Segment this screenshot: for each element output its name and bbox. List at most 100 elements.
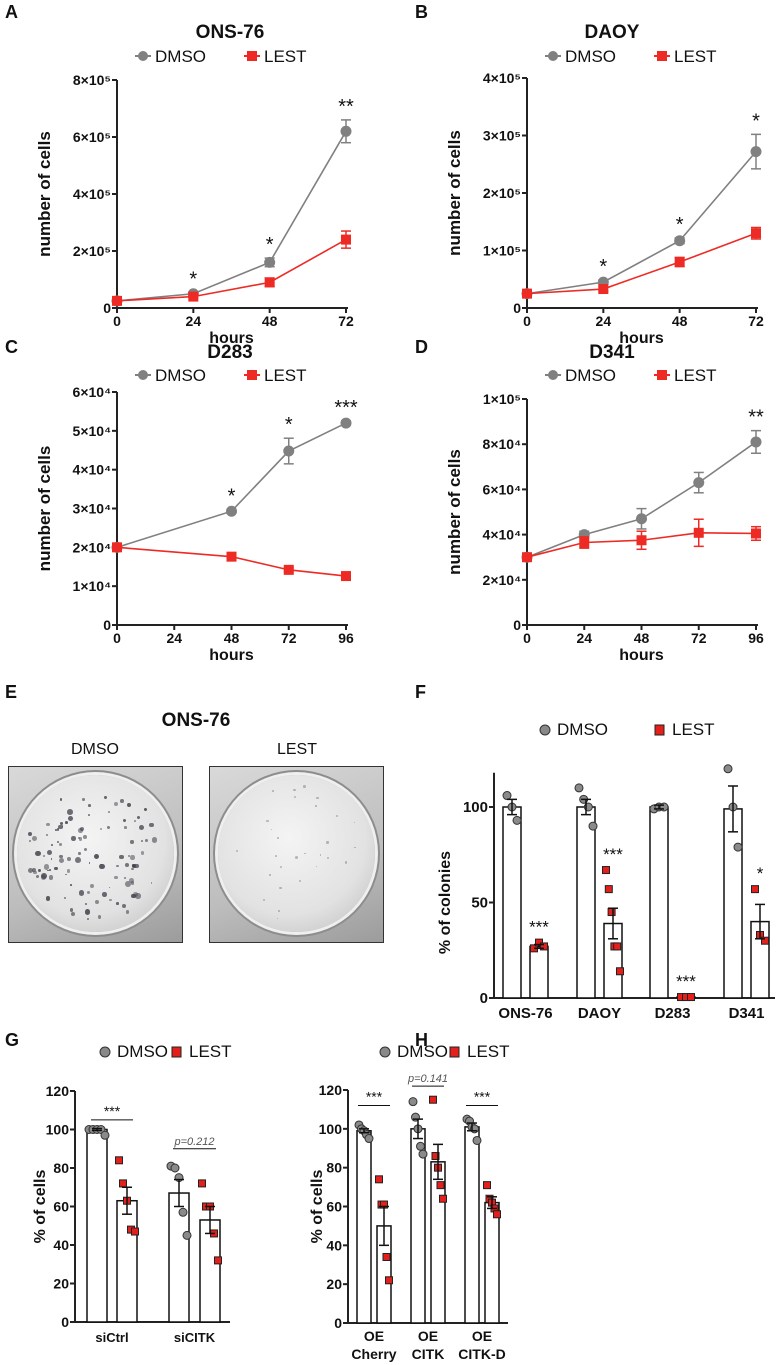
lest-series-line bbox=[116, 238, 347, 302]
lest-data-point bbox=[540, 942, 548, 951]
lest-data-point bbox=[115, 1156, 123, 1165]
panel-letter: B bbox=[415, 2, 428, 22]
colony-spot bbox=[43, 863, 50, 870]
x-category-label: OE bbox=[364, 1328, 384, 1344]
lest-series-line bbox=[526, 232, 757, 295]
y-tick-label: 4×10⁴ bbox=[483, 527, 522, 543]
dmso-data-point bbox=[364, 1134, 374, 1144]
y-tick-label: 0 bbox=[513, 617, 521, 633]
colony-spot bbox=[101, 892, 107, 897]
legend-lest-label: LEST bbox=[264, 366, 307, 385]
y-tick-label: 0 bbox=[334, 1315, 342, 1331]
dmso-data-point bbox=[472, 1135, 482, 1145]
colony-spot bbox=[66, 869, 71, 873]
lest-legend-marker bbox=[449, 1046, 460, 1058]
colony-spot bbox=[114, 875, 118, 880]
y-tick-label: 100 bbox=[463, 799, 488, 816]
y-tick-label: 40 bbox=[53, 1237, 69, 1253]
panel-letter: A bbox=[5, 2, 18, 22]
chart-title: D341 bbox=[589, 342, 635, 363]
lest-data-point bbox=[112, 542, 122, 553]
dmso-data-point bbox=[416, 1141, 425, 1151]
panel-letter: C bbox=[5, 337, 18, 357]
colony-spot bbox=[107, 826, 111, 830]
lest-legend-marker bbox=[247, 370, 257, 380]
colony-spot bbox=[48, 875, 54, 880]
colony-spot bbox=[345, 861, 348, 864]
lest-data-point bbox=[382, 1252, 391, 1261]
dmso-legend-marker bbox=[548, 51, 558, 61]
legend-lest-label: LEST bbox=[674, 366, 717, 385]
colony-spot bbox=[65, 821, 69, 825]
colony-spot bbox=[134, 863, 139, 869]
significance-stars: * bbox=[676, 214, 684, 236]
colony-spot bbox=[135, 893, 141, 899]
y-tick-label: 8×10⁵ bbox=[73, 72, 111, 88]
lest-data-point bbox=[613, 942, 622, 951]
legend-dmso-label: DMSO bbox=[565, 47, 616, 66]
colony-spot bbox=[70, 911, 75, 916]
lest-bar bbox=[116, 1199, 138, 1323]
colony-spot bbox=[235, 850, 238, 853]
y-tick-label: 1×10⁵ bbox=[483, 391, 521, 407]
lest-data-point bbox=[375, 1175, 383, 1184]
y-tick-label: 4×10⁵ bbox=[483, 70, 521, 86]
y-tick-label: 8×10⁴ bbox=[483, 436, 522, 452]
lest-data-point bbox=[751, 885, 759, 894]
lest-data-point bbox=[616, 967, 624, 976]
x-tick-label: 72 bbox=[281, 630, 297, 646]
legend-lest-label: LEST bbox=[674, 47, 717, 66]
significance-stars: *** bbox=[603, 845, 623, 864]
dmso-data-point bbox=[418, 1149, 428, 1159]
colony-spot bbox=[127, 802, 132, 807]
dmso-data-point bbox=[283, 445, 295, 457]
dmso-data-point bbox=[733, 842, 743, 852]
lest-legend-marker bbox=[247, 51, 257, 61]
dmso-series-line bbox=[526, 151, 757, 295]
lest-data-point bbox=[636, 535, 647, 546]
colony-spot bbox=[262, 899, 265, 902]
y-tick-label: 2×10⁴ bbox=[483, 572, 522, 588]
lest-data-point bbox=[436, 1181, 445, 1190]
colony-spot bbox=[108, 810, 111, 813]
lest-legend-marker bbox=[657, 370, 667, 380]
x-category-label: siCtrl bbox=[95, 1330, 128, 1345]
colony-spot bbox=[27, 867, 34, 873]
legend-dmso-label: DMSO bbox=[397, 1042, 448, 1061]
y-tick-label: 6×10⁴ bbox=[73, 384, 112, 400]
colony-spot bbox=[130, 881, 135, 885]
lest-data-point bbox=[198, 1179, 206, 1188]
lest-data-point bbox=[598, 284, 609, 295]
legend-dmso-label: DMSO bbox=[565, 366, 616, 385]
colony-spot bbox=[269, 874, 271, 876]
lest-data-point bbox=[429, 1095, 437, 1104]
x-tick-label: 24 bbox=[596, 313, 612, 329]
significance-stars: * bbox=[266, 234, 274, 256]
y-tick-label: 0 bbox=[103, 617, 111, 633]
colony-spot bbox=[41, 875, 47, 881]
colony-spot bbox=[354, 821, 356, 823]
dmso-bar bbox=[464, 1126, 480, 1324]
significance-stars: *** bbox=[676, 972, 696, 991]
colony-spot bbox=[136, 816, 140, 820]
y-tick-label: 6×10⁵ bbox=[73, 129, 111, 145]
x-category-label: ONS-76 bbox=[498, 1005, 552, 1022]
lest-data-point bbox=[522, 552, 532, 563]
chart-title: DAOY bbox=[585, 22, 640, 43]
y-tick-label: 0 bbox=[513, 300, 521, 316]
dmso-colony-photo bbox=[8, 766, 183, 943]
panel-letter: F bbox=[415, 682, 426, 702]
colony-spot bbox=[140, 851, 145, 855]
x-tick-label: 72 bbox=[748, 313, 764, 329]
dmso-bar bbox=[502, 806, 522, 999]
lest-colony-photo bbox=[209, 766, 384, 943]
dmso-data-point bbox=[170, 1163, 180, 1173]
colony-spot bbox=[69, 908, 74, 912]
lest-data-point bbox=[341, 234, 351, 245]
colony-spot bbox=[35, 874, 40, 879]
lest-data-point bbox=[674, 257, 685, 267]
photo-panel-title: ONS-76 bbox=[162, 710, 231, 731]
colony-spot bbox=[94, 853, 100, 859]
colony-spot bbox=[87, 918, 89, 920]
colony-spot bbox=[43, 855, 46, 858]
